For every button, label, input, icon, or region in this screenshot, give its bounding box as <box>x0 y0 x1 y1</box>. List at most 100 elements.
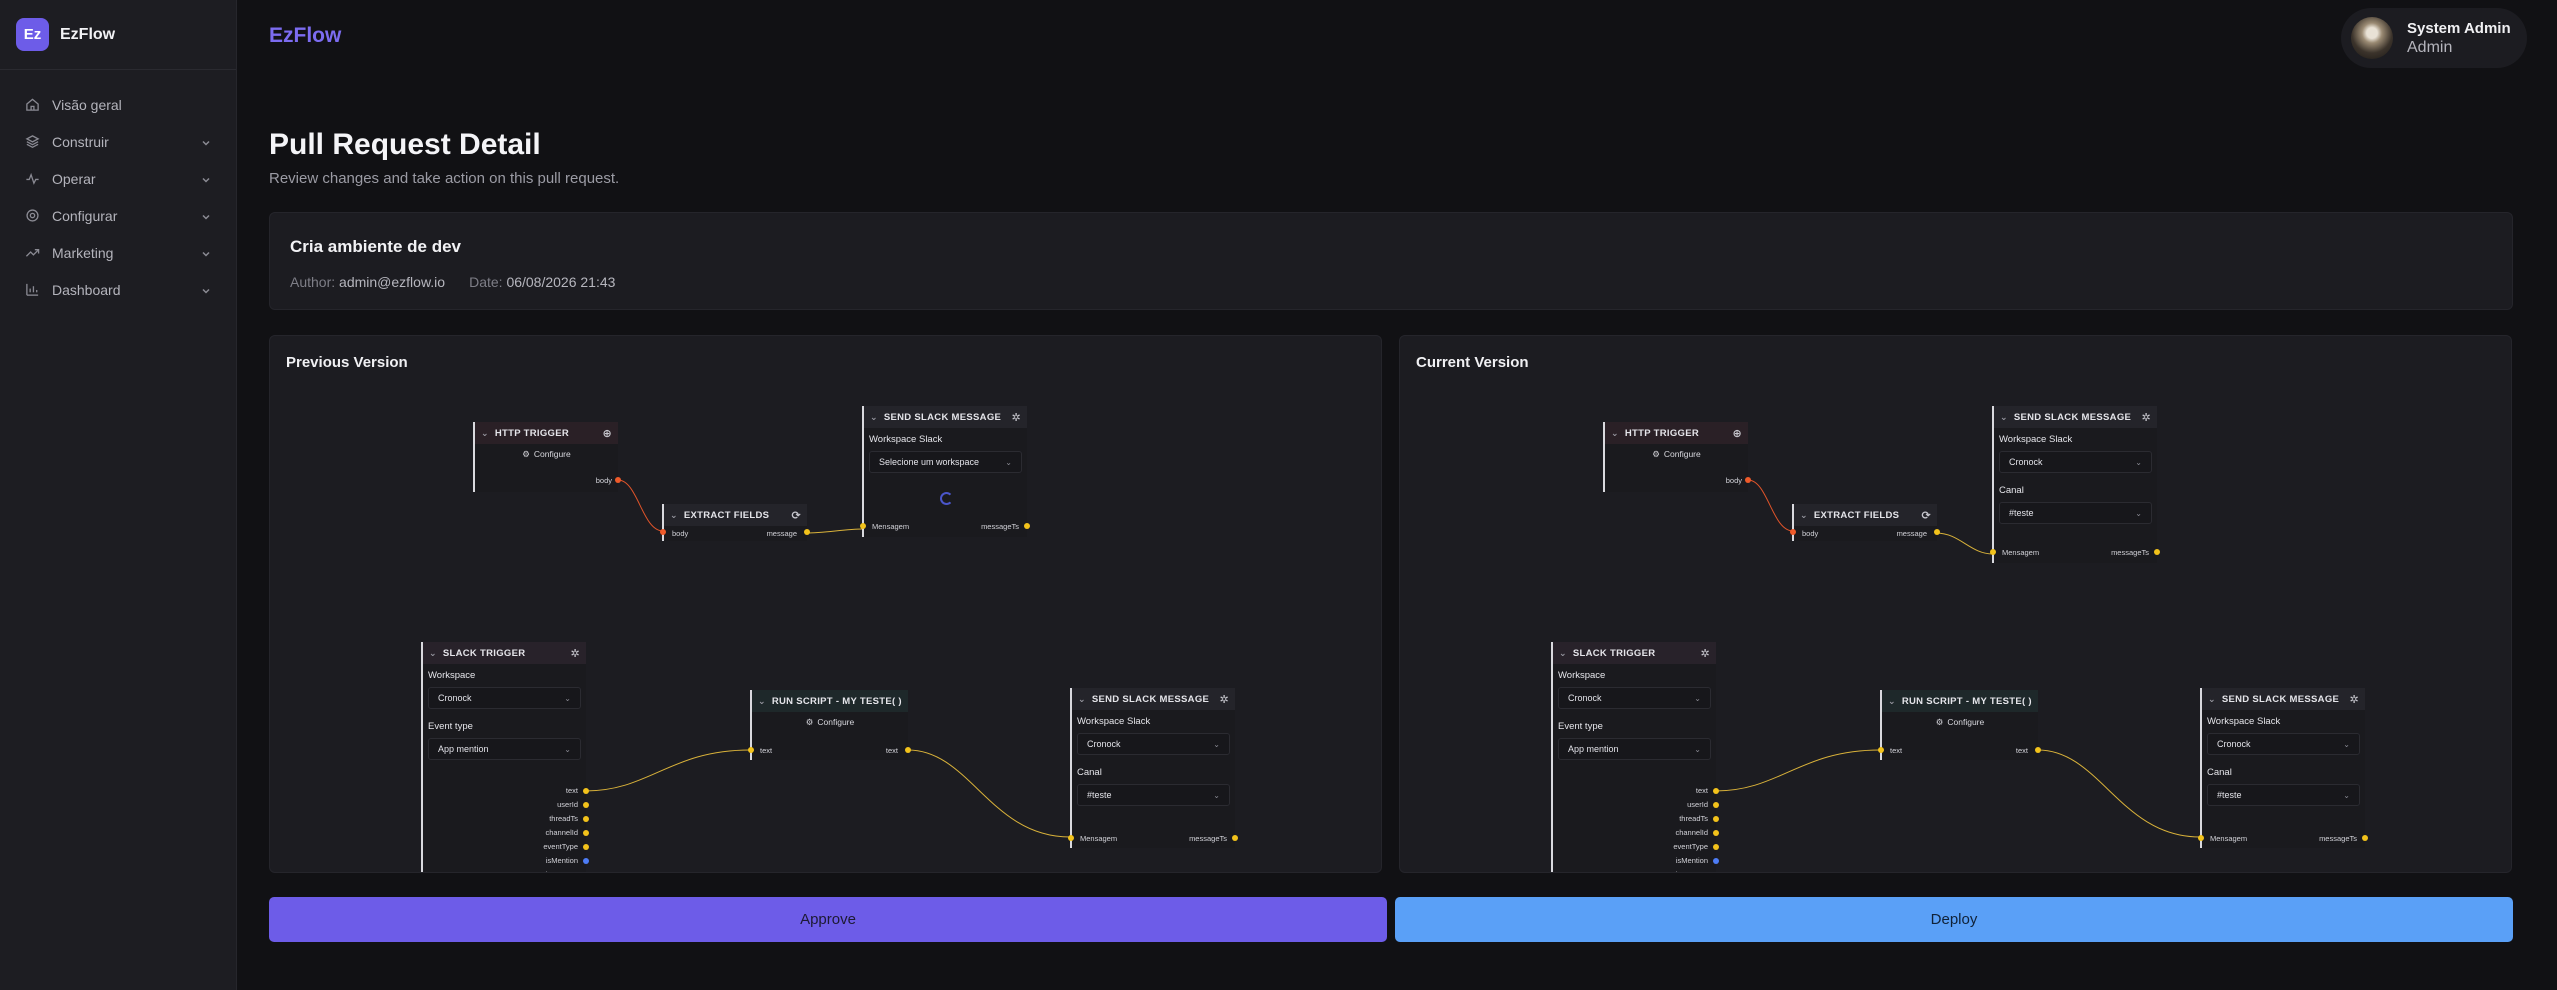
send-slack-message-node[interactable]: ⌄ SEND SLACK MESSAGE ✲ Workspace Slack Sel… <box>860 406 1030 537</box>
output-port[interactable] <box>804 529 810 535</box>
field-label: Workspace Slack <box>869 434 943 445</box>
chevron-down-icon: ⌄ <box>1213 790 1220 800</box>
pr-author: Author: admin@ezflow.io <box>290 274 445 290</box>
event-type-select[interactable]: App mention ⌄ <box>1558 738 1711 760</box>
send-slack-message-node[interactable]: ⌄ SEND SLACK MESSAGE ✲ Workspace Slack Cro… <box>1990 406 2160 563</box>
input-port[interactable] <box>1878 747 1884 753</box>
sidebar-item-construir[interactable]: Construir <box>0 123 236 160</box>
output-port[interactable] <box>2035 747 2041 753</box>
configure-button[interactable]: ⚙ Configure <box>1882 712 2038 732</box>
send-slack-message-node[interactable]: ⌄ SEND SLACK MESSAGE ✲ Workspace Slack Cro… <box>1068 688 1238 848</box>
http-trigger-node[interactable]: ⌄ HTTP TRIGGER ⊕ ⚙ Configure body <box>473 422 621 492</box>
output-port[interactable] <box>1713 816 1719 822</box>
input-port[interactable] <box>660 529 666 535</box>
output-port[interactable] <box>583 844 589 850</box>
channel-select[interactable]: #teste ⌄ <box>2207 784 2360 806</box>
workspace-select[interactable]: Cronock ⌄ <box>2207 733 2360 755</box>
edge-http-extract <box>1747 479 1794 532</box>
output-port[interactable] <box>1713 802 1719 808</box>
sidebar-item-configurar[interactable]: Configurar <box>0 197 236 234</box>
output-port[interactable] <box>583 788 589 794</box>
input-label: Mensagem <box>2002 548 2040 557</box>
output-port[interactable] <box>1232 835 1238 841</box>
select-value: #teste <box>1087 790 1112 800</box>
input-port[interactable] <box>1790 529 1796 535</box>
refresh-icon: ⟳ <box>791 509 801 522</box>
field-label: Canal <box>1077 767 1102 778</box>
output-port[interactable] <box>583 872 589 873</box>
deploy-button[interactable]: Deploy <box>1395 897 2513 942</box>
input-port[interactable] <box>748 747 754 753</box>
output-port[interactable] <box>1745 477 1751 483</box>
select-value: #teste <box>2009 508 2034 518</box>
brand-logo: Ez <box>16 18 49 51</box>
output-port[interactable] <box>615 477 621 483</box>
output-port[interactable] <box>1024 523 1030 529</box>
send-slack-message-node[interactable]: ⌄ SEND SLACK MESSAGE ✲ Workspace Slack Cro… <box>2198 688 2368 848</box>
sidebar-item-operar[interactable]: Operar <box>0 160 236 197</box>
output-port[interactable] <box>1713 844 1719 850</box>
node-title: SLACK TRIGGER <box>1572 647 1656 659</box>
previous-version-panel: Previous Version ⌄ HTTP TRIGGER ⊕ ⚙ Configu… <box>269 335 1382 873</box>
output-port[interactable] <box>583 858 589 864</box>
sidebar-item-label: Construir <box>52 133 109 150</box>
edge-extract-slack <box>1935 532 1994 555</box>
configure-button[interactable]: ⚙ Configure <box>475 444 618 464</box>
sidebar-item-marketing[interactable]: Marketing <box>0 234 236 271</box>
workspace-select[interactable]: Selecione um workspace ⌄ <box>869 451 1022 473</box>
extract-fields-node[interactable]: ⌄ EXTRACT FIELDS ⟳ body message <box>660 504 810 541</box>
input-port[interactable] <box>1068 835 1074 841</box>
input-label: body <box>1802 529 1819 538</box>
output-port[interactable] <box>905 747 911 753</box>
event-type-select[interactable]: App mention ⌄ <box>428 738 581 760</box>
sidebar-item-visao-geral[interactable]: Visão geral <box>0 86 236 123</box>
workspace-select[interactable]: Cronock ⌄ <box>1558 687 1711 709</box>
output-port[interactable] <box>2154 549 2160 555</box>
output-label: channelId <box>1675 828 1708 837</box>
select-value: Cronock <box>2009 457 2043 467</box>
output-port[interactable] <box>583 816 589 822</box>
output-port[interactable] <box>1713 830 1719 836</box>
output-port[interactable] <box>1713 858 1719 864</box>
output-port[interactable] <box>1713 872 1719 873</box>
output-label: messageTs <box>2319 834 2357 843</box>
slack-trigger-node[interactable]: ⌄ SLACK TRIGGER ✲ Workspace Cronock ⌄ Event… <box>421 642 589 873</box>
http-trigger-node[interactable]: ⌄ HTTP TRIGGER ⊕ ⚙ Configure body <box>1603 422 1751 492</box>
output-port[interactable] <box>583 802 589 808</box>
workspace-select[interactable]: Cronock ⌄ <box>1077 733 1230 755</box>
sidebar-item-label: Operar <box>52 170 96 187</box>
output-label: text <box>565 786 578 795</box>
workspace-select[interactable]: Cronock ⌄ <box>1999 451 2152 473</box>
channel-select[interactable]: #teste ⌄ <box>1077 784 1230 806</box>
approve-button[interactable]: Approve <box>269 897 1387 942</box>
sidebar-item-dashboard[interactable]: Dashboard <box>0 271 236 308</box>
flow-canvas[interactable]: ⌄ HTTP TRIGGER ⊕ ⚙ Configure body ⌄ EXTRACT … <box>1400 336 2511 873</box>
user-menu[interactable]: System Admin Admin <box>2341 8 2527 68</box>
select-value: Selecione um workspace <box>879 457 980 467</box>
input-port[interactable] <box>1990 549 1996 555</box>
gear-icon: ⚙ <box>805 716 814 727</box>
output-label: messageTs <box>2111 548 2149 557</box>
configure-button[interactable]: ⚙ Configure <box>752 712 908 732</box>
brand[interactable]: Ez EzFlow <box>0 0 236 70</box>
configure-button[interactable]: ⚙ Configure <box>1605 444 1748 464</box>
pr-author-label: Author: <box>290 274 336 290</box>
run-script-node[interactable]: ⌄ RUN SCRIPT - MY TESTE( ) ⚙ Configure tex… <box>748 690 911 760</box>
extract-fields-node[interactable]: ⌄ EXTRACT FIELDS ⟳ body message <box>1790 504 1940 541</box>
slack-trigger-node[interactable]: ⌄ SLACK TRIGGER ✲ Workspace Cronock ⌄ Event… <box>1551 642 1719 873</box>
output-port[interactable] <box>1713 788 1719 794</box>
gear-icon: ⚙ <box>1652 448 1660 459</box>
output-port[interactable] <box>583 830 589 836</box>
chevron-down-icon: ⌄ <box>1611 427 1619 438</box>
channel-select[interactable]: #teste ⌄ <box>1999 502 2152 524</box>
input-port[interactable] <box>860 523 866 529</box>
output-label: threadTs <box>1679 814 1708 823</box>
workspace-select[interactable]: Cronock ⌄ <box>428 687 581 709</box>
run-script-node[interactable]: ⌄ RUN SCRIPT - MY TESTE( ) ⚙ Configure tex… <box>1878 690 2041 760</box>
app-title: EzFlow <box>269 24 342 47</box>
input-port[interactable] <box>2198 835 2204 841</box>
output-port[interactable] <box>1934 529 1940 535</box>
output-port[interactable] <box>2362 835 2368 841</box>
flow-canvas[interactable]: ⌄ HTTP TRIGGER ⊕ ⚙ Configure body ⌄ EXTRACT … <box>270 336 1381 873</box>
chevron-down-icon: ⌄ <box>2135 508 2142 518</box>
